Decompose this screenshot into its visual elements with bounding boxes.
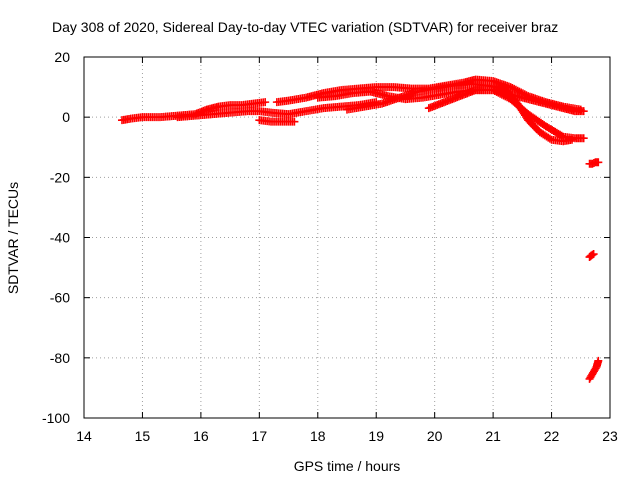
data-point — [436, 95, 455, 108]
data-point — [579, 134, 588, 143]
plus-marker — [589, 250, 598, 259]
data-point — [191, 110, 215, 120]
series-outlier-3 — [585, 356, 603, 383]
data-point — [290, 117, 299, 126]
y-tick-label: -40 — [50, 230, 70, 246]
x-tick-label: 14 — [76, 428, 92, 444]
data-point — [413, 84, 437, 96]
data-point — [585, 373, 595, 383]
data-point — [208, 108, 233, 119]
series-track-c — [255, 116, 299, 126]
data-point — [378, 94, 402, 108]
plus-marker — [290, 117, 299, 126]
data-point — [506, 90, 531, 103]
x-tick-label: 21 — [485, 428, 501, 444]
chart-title: Day 308 of 2020, Sidereal Day-to-day VTE… — [52, 19, 558, 35]
data-point — [284, 93, 309, 105]
x-tick-label: 18 — [310, 428, 326, 444]
tick-labels: 14 15 16 17 18 19 20 21 22 23 -100 -80 -60 -40 -20 0 20 — [42, 49, 618, 444]
data-point — [255, 107, 274, 117]
series-track-g — [424, 86, 588, 116]
data-point — [489, 86, 513, 99]
series-outlier-1 — [585, 158, 603, 168]
data-point — [261, 98, 270, 107]
plus-marker — [594, 356, 603, 365]
data-point — [313, 92, 338, 102]
y-tick-label: -80 — [50, 350, 70, 366]
y-tick-label: -20 — [50, 169, 70, 185]
y-tick-label: -100 — [42, 410, 70, 426]
x-tick-label: 16 — [193, 428, 209, 444]
data-point — [541, 99, 566, 112]
x-tick-label: 20 — [427, 428, 443, 444]
series-outlier-2 — [585, 250, 598, 262]
x-axis-label: GPS time / hours — [294, 458, 401, 474]
data-point — [579, 107, 588, 116]
data-point — [214, 101, 233, 111]
x-tick-label: 22 — [544, 428, 560, 444]
data-point — [589, 250, 598, 259]
y-axis-label: SDTVAR / TECUs — [5, 182, 21, 294]
x-tick-label: 23 — [602, 428, 618, 444]
data-point — [594, 158, 603, 167]
data-point — [448, 80, 472, 90]
data-point — [302, 104, 326, 116]
plus-marker — [579, 107, 588, 116]
data-point — [366, 87, 391, 100]
y-tick-label: 20 — [54, 49, 70, 65]
data-point — [226, 107, 250, 117]
data-point — [319, 102, 344, 113]
plus-marker — [545, 134, 554, 143]
data-point — [524, 95, 548, 108]
plus-marker — [261, 98, 270, 107]
data-point — [284, 107, 309, 119]
data-points — [117, 75, 603, 383]
plus-marker — [508, 83, 517, 92]
data-point — [512, 98, 532, 123]
data-point — [594, 356, 603, 365]
axis-ticks — [83, 56, 611, 419]
x-tick-label: 19 — [368, 428, 384, 444]
y-tick-label: 0 — [62, 109, 70, 125]
plus-marker — [506, 83, 515, 92]
plus-marker — [594, 158, 603, 167]
data-point — [173, 111, 198, 122]
plus-marker — [579, 134, 588, 143]
y-tick-label: -60 — [50, 290, 70, 306]
plot-border — [83, 56, 611, 419]
x-tick-label: 15 — [135, 428, 151, 444]
data-point — [138, 113, 163, 122]
data-point — [568, 135, 577, 144]
data-point — [331, 89, 355, 101]
data-point — [348, 87, 373, 98]
plus-marker — [568, 135, 577, 144]
data-point — [343, 102, 367, 114]
data-point — [587, 250, 597, 260]
x-tick-label: 17 — [252, 428, 268, 444]
